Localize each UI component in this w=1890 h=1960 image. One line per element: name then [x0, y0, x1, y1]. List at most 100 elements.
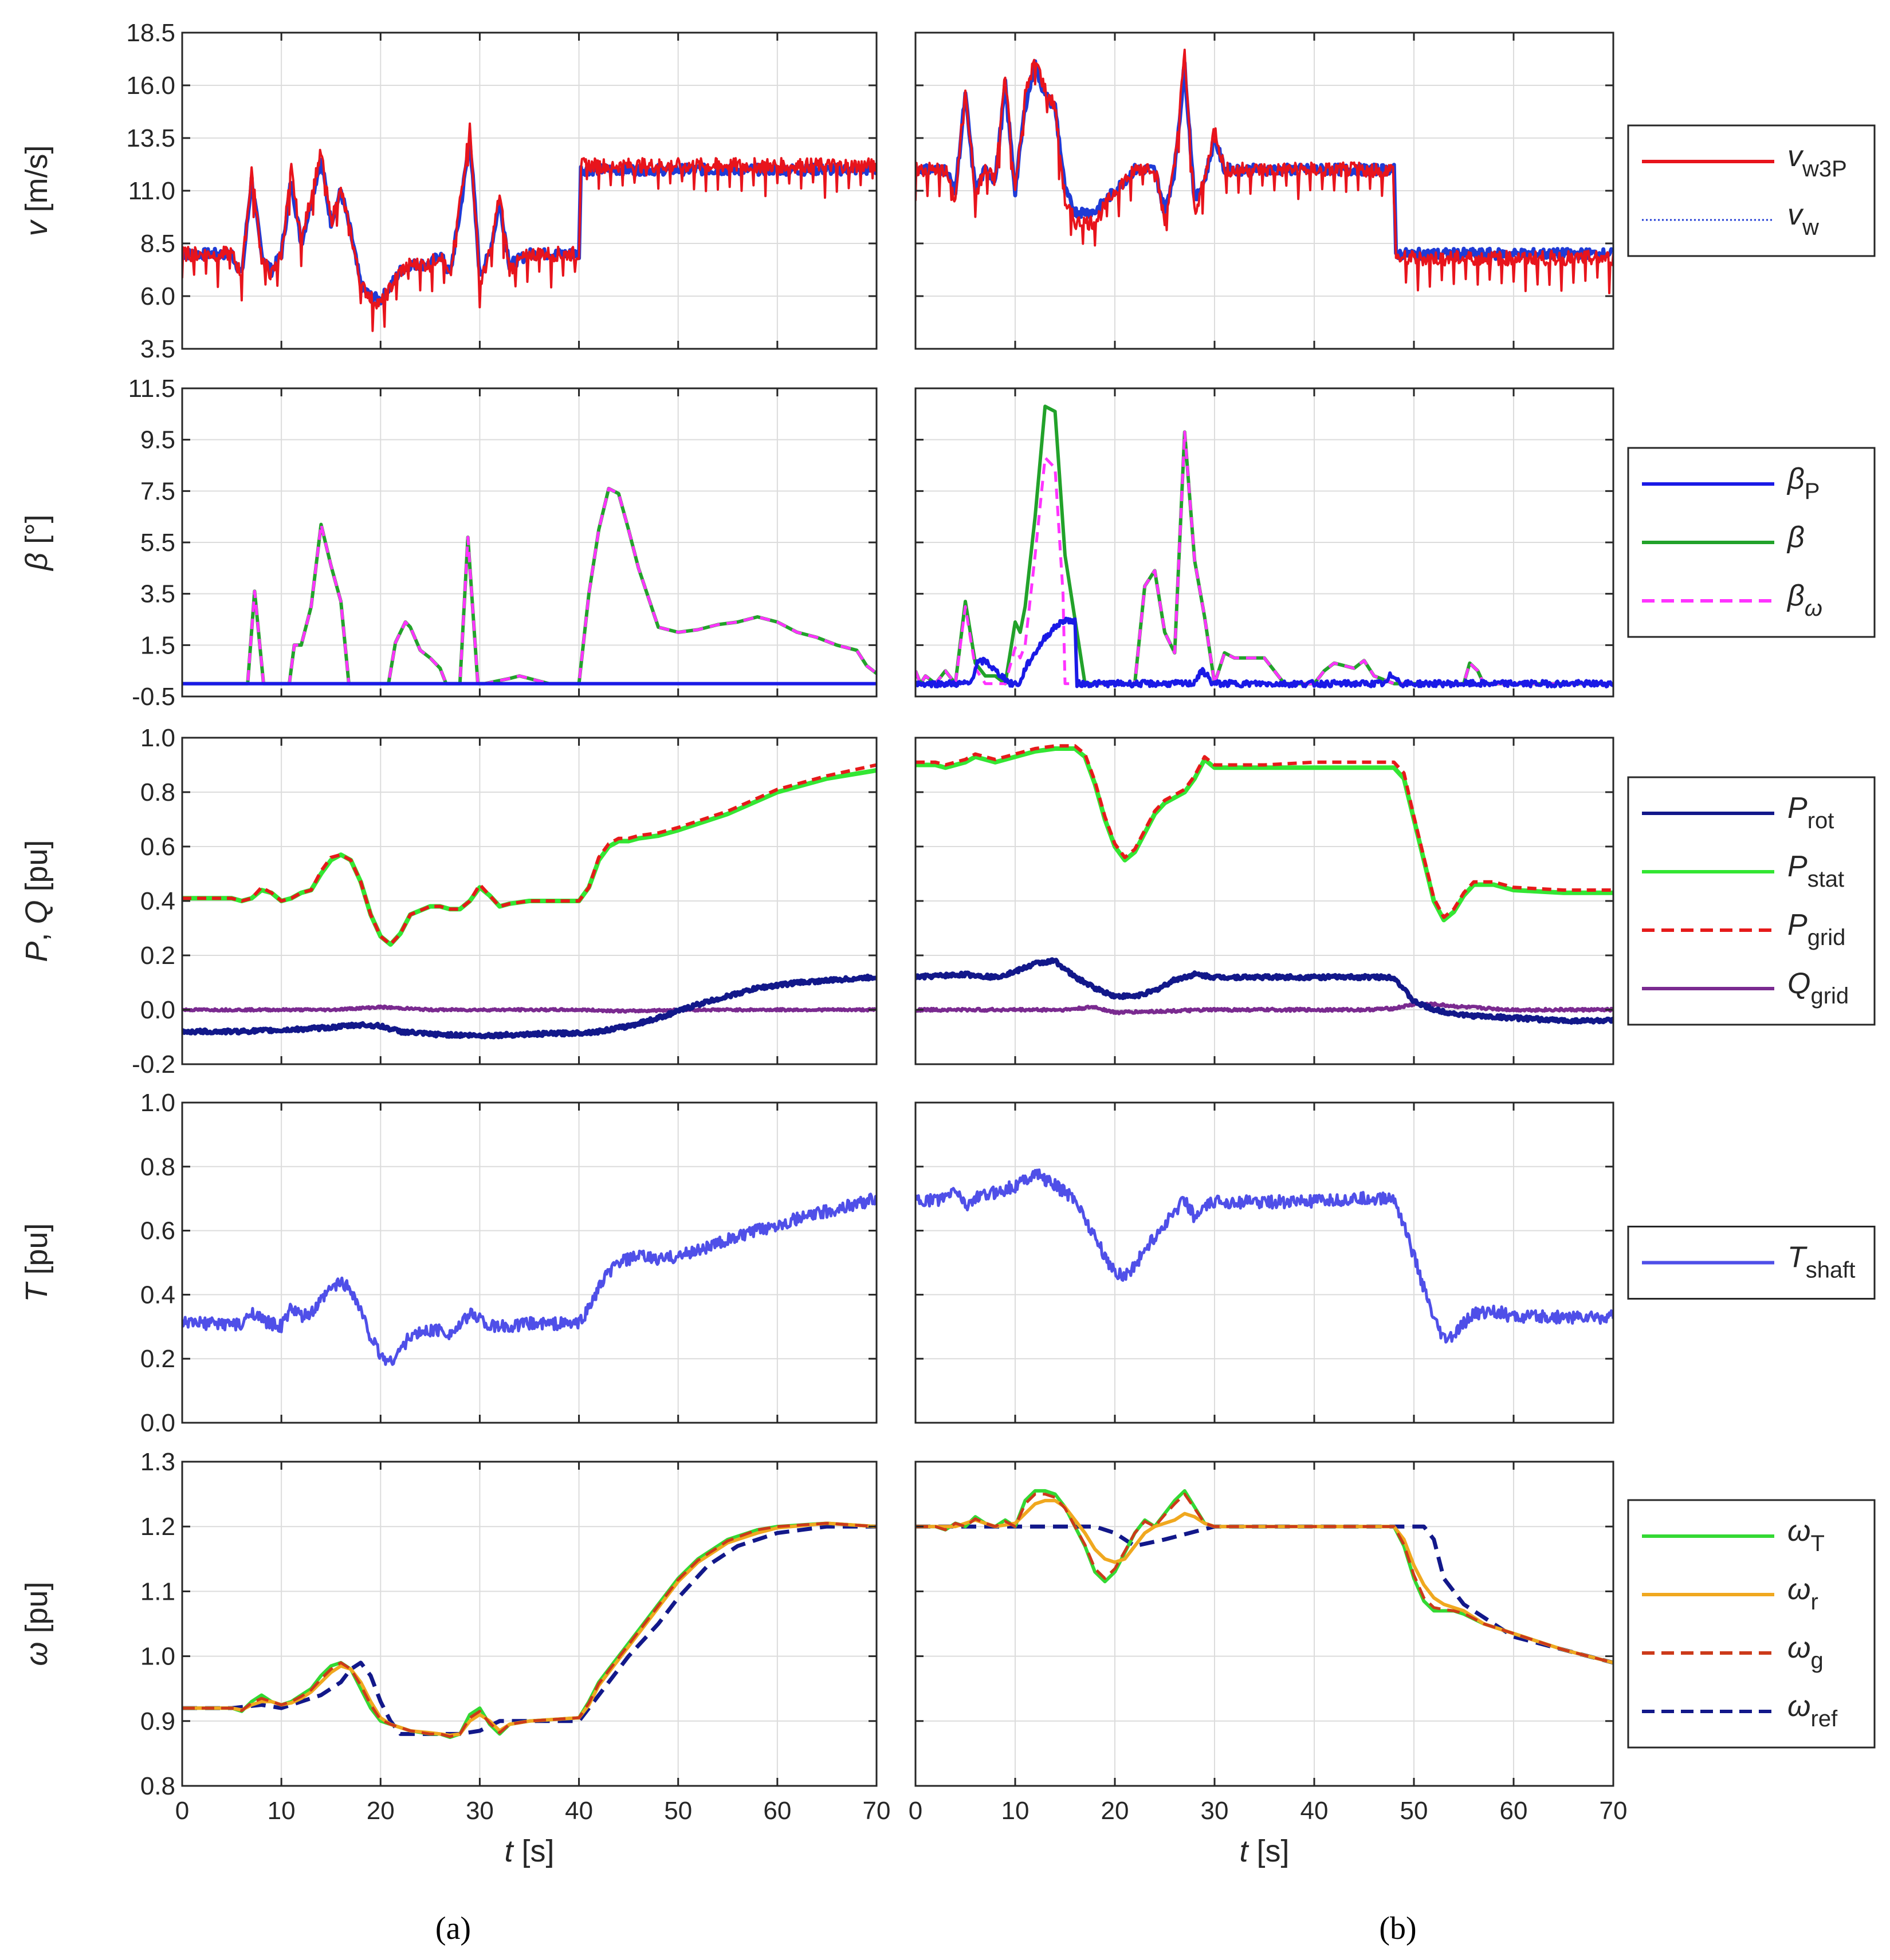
y-tick-label: 1.0	[140, 1643, 175, 1671]
y-tick-label: 3.5	[140, 335, 175, 363]
y-tick-label: 1.0	[140, 724, 175, 752]
y-tick-label: 11.0	[128, 177, 175, 205]
y-tick-label: 0.6	[140, 1217, 175, 1245]
x-tick-label: 10	[1001, 1797, 1030, 1825]
panel-T-b	[914, 1101, 1614, 1424]
x-axis-label: t [s]	[504, 1834, 554, 1868]
x-tick-label: 60	[763, 1797, 791, 1825]
row-v: v [m/s] 3.5 6.0 8.5 11.0 13.5 16.0 18.5 vw3P vw	[19, 19, 1876, 363]
series-line-v_w3P	[182, 122, 877, 332]
y-tick-label: 0.4	[140, 887, 175, 915]
panel-beta-b	[914, 387, 1614, 698]
series-line-omega_g	[915, 1493, 1613, 1664]
legend-label: β	[1786, 521, 1805, 554]
x-tick-label: 60	[1500, 1797, 1528, 1825]
axes-frame	[181, 1101, 878, 1424]
legend-T: Tshaft	[1627, 1226, 1876, 1300]
y-tick-label: 1.5	[140, 631, 175, 659]
x-tick-label: 70	[1600, 1797, 1628, 1825]
series-group	[915, 404, 1613, 688]
legend-label: ωref	[1787, 1690, 1838, 1731]
y-tick-label: 1.2	[140, 1513, 175, 1541]
y-tick-label: 0.9	[140, 1707, 175, 1735]
legend-label: ωr	[1787, 1573, 1818, 1615]
x-tick-label: 30	[466, 1797, 494, 1825]
axes-frame	[914, 1461, 1614, 1787]
x-tick-label: 20	[367, 1797, 395, 1825]
y-tick-label: -0.2	[132, 1050, 175, 1079]
y-tick-label: 0.4	[140, 1281, 175, 1309]
series-line-P_grid	[182, 763, 877, 946]
caption-b: (b)	[1379, 1911, 1416, 1946]
axes-frame	[181, 1461, 878, 1787]
y-tick-label: 18.5	[126, 19, 175, 47]
x-tick-label: 70	[863, 1797, 891, 1825]
legend-label: Qgrid	[1787, 967, 1849, 1009]
x-tick-label: 30	[1201, 1797, 1229, 1825]
y-tick-label: 0.2	[140, 942, 175, 970]
y-tick-label: 7.5	[140, 477, 175, 505]
panel-omega-b: 0 10 20 30 40 50 60 70 t [s]	[909, 1461, 1628, 1868]
legend-box	[1627, 124, 1876, 257]
x-tick-label: 50	[1400, 1797, 1428, 1825]
y-tick-label: 0.0	[140, 1409, 175, 1437]
series-line-T_shaft	[915, 1168, 1613, 1344]
series-group	[182, 1521, 877, 1739]
series-line-P_rot	[182, 973, 877, 1040]
legend-box	[1627, 1499, 1876, 1749]
y-tick-label: 1.1	[140, 1577, 175, 1605]
y-tick-label: 9.5	[140, 426, 175, 454]
plot-area: v [m/s] 3.5 6.0 8.5 11.0 13.5 16.0 18.5 vw3P vw β …	[19, 19, 1876, 1868]
y-tick-label: 0.6	[140, 833, 175, 861]
row-omega: ω [pu] 0.8 0.9 1.0 1.1 1.2 1.3 0 10 20 30 40 50 60 70 t…	[19, 1448, 1876, 1868]
row-beta: β [°] -0.5 1.5 3.5 5.5 7.5 9.5 11.5 βP β βω	[19, 375, 1876, 711]
x-tick-label: 0	[175, 1797, 189, 1825]
panel-PQ-b	[914, 737, 1614, 1065]
legend-label: ωT	[1787, 1514, 1825, 1556]
y-tick-label: -0.5	[132, 683, 175, 711]
row-T: T [pu] 0.0 0.2 0.4 0.6 0.8 1.0 Tshaft	[19, 1089, 1876, 1437]
y-tick-label: 0.8	[140, 1772, 175, 1800]
x-tick-label: 20	[1101, 1797, 1129, 1825]
series-group	[915, 1489, 1613, 1665]
y-tick-label: 8.5	[140, 230, 175, 258]
legend-label: vw3P	[1787, 140, 1847, 182]
y-tick-label: 13.5	[126, 124, 175, 152]
x-tick-label: 0	[909, 1797, 922, 1825]
panel-omega-a: 0.8 0.9 1.0 1.1 1.2 1.3 0 10 20 30 40 50 60 70 t [s]	[140, 1448, 891, 1868]
panel-T-a: 0.0 0.2 0.4 0.6 0.8 1.0	[140, 1089, 878, 1437]
y-axis-label-T: T [pu]	[19, 1223, 54, 1302]
plot-background	[182, 1103, 877, 1423]
y-tick-label: 0.2	[140, 1345, 175, 1373]
legend-v: vw3P vw	[1627, 124, 1876, 257]
series-group	[182, 122, 877, 332]
panel-v-b	[914, 32, 1614, 350]
y-tick-label: 1.0	[140, 1089, 175, 1117]
panel-beta-a: -0.5 1.5 3.5 5.5 7.5 9.5 11.5	[128, 375, 878, 711]
legend-box	[1627, 776, 1876, 1026]
legend-label: βω	[1786, 579, 1822, 621]
x-tick-label: 40	[1300, 1797, 1329, 1825]
x-tick-label: 50	[664, 1797, 692, 1825]
series-group	[182, 1192, 877, 1366]
series-group	[182, 763, 877, 1040]
legend-label: Pstat	[1787, 850, 1844, 892]
y-tick-label: 11.5	[128, 375, 175, 403]
y-tick-label: 0.0	[140, 996, 175, 1024]
y-tick-label: 0.8	[140, 1153, 175, 1181]
series-group	[915, 48, 1613, 294]
y-axis-label-omega: ω [pu]	[19, 1581, 54, 1666]
legend-label: ωg	[1787, 1631, 1824, 1673]
plot-background	[182, 1462, 877, 1786]
y-tick-label: 3.5	[140, 580, 175, 608]
row-PQ: P, Q [pu] -0.2 0.0 0.2 0.4 0.6 0.8 1.0 Prot Pstat…	[19, 724, 1876, 1079]
legend-label: Prot	[1787, 792, 1834, 833]
y-tick-label: 0.8	[140, 778, 175, 806]
caption-a: (a)	[435, 1911, 471, 1946]
series-line-beta_P	[915, 616, 1613, 688]
series-line-omega_r	[915, 1498, 1613, 1664]
series-line-omega_g	[182, 1522, 877, 1738]
series-group	[182, 486, 877, 686]
series-line-P_rot	[915, 957, 1613, 1025]
